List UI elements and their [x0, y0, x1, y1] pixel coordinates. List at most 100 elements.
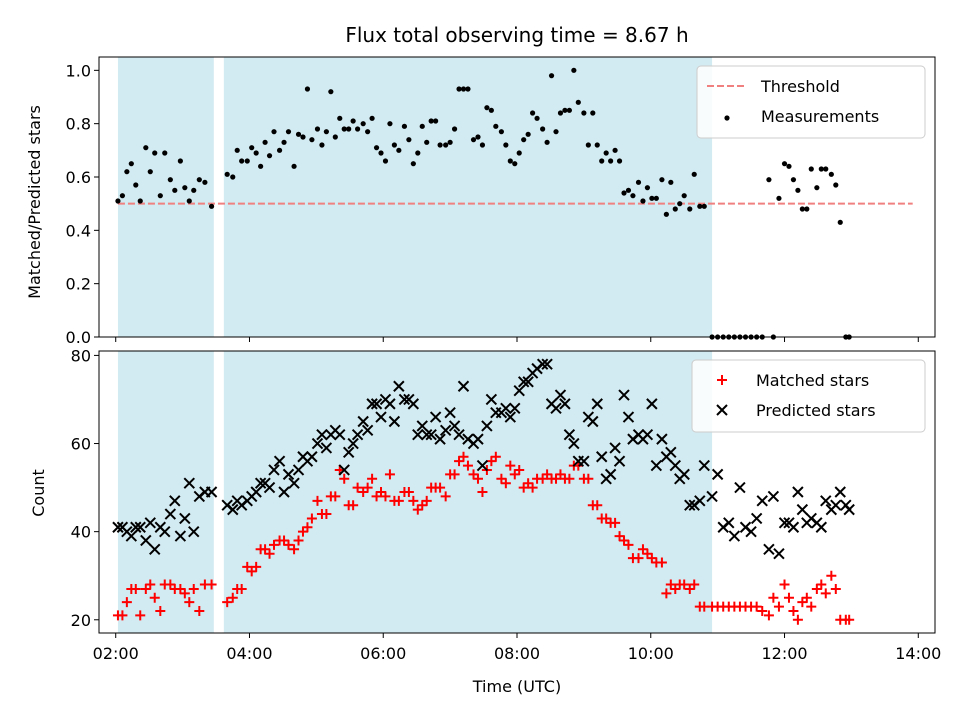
data-point-1-0-110: [637, 544, 648, 555]
data-point-1-1-134: [763, 543, 775, 555]
data-point-1-0-70: [454, 456, 465, 467]
data-point-1-0-121: [689, 579, 700, 590]
legend-label-1-0: Matched stars: [756, 371, 869, 390]
data-point-1-1-48: [351, 429, 364, 441]
data-point-0-0-88: [540, 126, 546, 132]
data-point-0-0-142: [804, 206, 810, 212]
data-point-1-0-11: [165, 579, 176, 590]
data-point-1-1-40: [316, 429, 328, 441]
data-point-1-1-33: [282, 468, 295, 481]
y-tick-label-0-5: 1.0: [66, 61, 91, 80]
series-predicted-stars: [112, 358, 855, 560]
data-point-0-0-41: [323, 129, 329, 135]
data-point-1-0-41: [321, 509, 332, 520]
data-point-1-1-46: [342, 446, 355, 459]
data-point-1-1-70: [453, 429, 465, 441]
data-point-1-0-106: [619, 535, 630, 546]
data-point-0-0-102: [603, 150, 609, 156]
data-point-1-0-86: [527, 482, 538, 493]
data-point-0-0-81: [507, 158, 513, 164]
data-point-1-1-8: [149, 543, 161, 555]
legend-0: Threshold Measurements: [696, 65, 926, 139]
data-point-1-1-38: [306, 451, 318, 463]
x-tick-label-4: 10:00: [628, 644, 674, 663]
series-measurements: [115, 67, 852, 340]
data-point-0-0-148: [833, 182, 839, 188]
data-point-1-0-25: [246, 566, 257, 577]
data-point-1-1-75: [476, 459, 489, 472]
x-axis-label: Time (UTC): [472, 677, 561, 696]
data-point-1-1-103: [604, 468, 617, 481]
data-point-1-0-141: [797, 597, 808, 608]
data-point-1-0-57: [393, 495, 404, 506]
data-point-1-1-111: [641, 429, 654, 441]
data-point-1-0-37: [302, 522, 313, 533]
data-point-0-0-18: [202, 179, 208, 185]
data-point-1-0-139: [788, 605, 799, 616]
data-point-1-1-65: [429, 411, 442, 423]
data-point-0-0-70: [456, 86, 462, 92]
top-panel: 0.0 0.2 0.4 0.6 0.8 1.0 Threshold Measurements: [66, 56, 936, 347]
data-point-1-0-29: [264, 548, 275, 559]
data-point-1-0-133: [757, 605, 768, 616]
data-point-1-1-145: [815, 521, 828, 533]
data-point-0-0-92: [557, 110, 564, 116]
data-point-1-0-52: [371, 491, 382, 502]
data-point-1-0-63: [421, 495, 432, 506]
data-point-1-1-11: [164, 508, 177, 520]
data-point-0-0-27: [258, 163, 264, 169]
data-point-0-0-105: [616, 158, 623, 164]
data-point-0-0-29: [266, 153, 273, 159]
data-point-1-1-13: [174, 530, 187, 542]
data-point-1-1-41: [320, 442, 333, 454]
data-point-0-0-65: [433, 118, 439, 124]
x-tick-label-0: 02:00: [93, 644, 139, 663]
data-point-1-1-135: [767, 490, 780, 503]
data-point-1-0-75: [477, 487, 488, 497]
data-point-1-0-85: [523, 478, 534, 489]
data-point-1-0-7: [145, 579, 156, 590]
data-point-0-0-139: [790, 177, 797, 183]
y-tick-label-0-3: 0.6: [66, 168, 91, 187]
data-point-0-0-73: [470, 137, 477, 143]
x-tick-label-5: 12:00: [761, 644, 807, 663]
data-point-1-0-79: [496, 473, 507, 484]
data-point-0-0-82: [512, 161, 518, 167]
data-point-1-1-34: [288, 477, 300, 489]
data-point-1-0-80: [500, 478, 511, 489]
data-point-0-0-49: [360, 121, 366, 127]
legend-label-0-1: Measurements: [761, 107, 879, 126]
data-point-0-0-147: [828, 171, 834, 177]
data-point-0-0-97: [581, 110, 587, 116]
data-point-1-1-101: [596, 451, 608, 463]
data-point-1-1-149: [834, 486, 846, 498]
data-point-1-0-145: [816, 579, 827, 590]
data-point-1-1-141: [796, 503, 809, 516]
data-point-1-0-107: [623, 539, 634, 550]
data-point-1-1-105: [613, 455, 626, 467]
data-point-1-0-21: [227, 592, 238, 603]
data-point-0-0-62: [419, 123, 425, 129]
data-point-1-1-99: [587, 415, 599, 428]
data-point-1-1-14: [179, 512, 191, 525]
data-point-0-0-50: [365, 129, 371, 135]
data-point-0-0-110: [640, 198, 646, 204]
data-point-1-1-15: [183, 477, 195, 489]
legend-box-1: [691, 359, 926, 433]
data-point-0-0-112: [649, 195, 655, 201]
data-point-1-0-24: [242, 561, 253, 572]
data-point-0-0-116: [668, 179, 674, 185]
data-point-1-1-10: [159, 525, 171, 538]
data-point-1-0-51: [367, 473, 378, 484]
data-point-1-1-148: [830, 499, 842, 511]
data-point-1-1-124: [706, 490, 718, 503]
data-point-0-0-145: [818, 166, 824, 172]
data-point-1-0-104: [610, 517, 621, 528]
data-point-0-0-56: [391, 142, 397, 148]
data-point-1-1-136: [773, 547, 785, 560]
data-point-1-1-19: [205, 486, 218, 498]
data-point-0-0-94: [566, 107, 572, 113]
data-point-0-0-7: [147, 169, 153, 175]
data-point-1-0-34: [289, 544, 300, 555]
data-point-1-0-38: [306, 513, 317, 524]
